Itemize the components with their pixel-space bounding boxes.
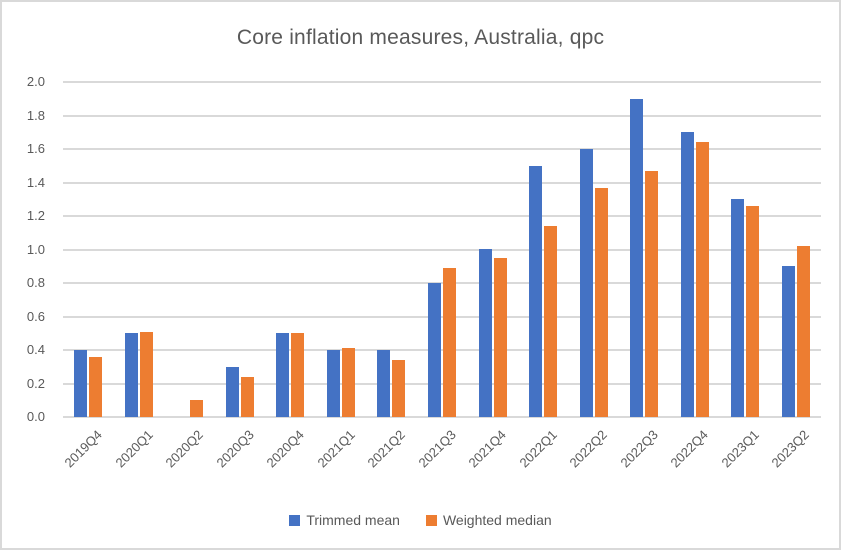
bar-trimmed-mean-2023q1 xyxy=(731,199,745,417)
bar-weighted-median-2020q3 xyxy=(240,377,254,417)
x-axis-tick-label: 2021Q1 xyxy=(314,427,358,471)
legend: Trimmed mean Weighted median xyxy=(2,512,839,528)
bar-weighted-median-2022q2 xyxy=(594,188,608,417)
bar-trimmed-mean-2020q3 xyxy=(225,367,239,417)
bar-group-2023q2 xyxy=(770,82,821,417)
gridline-1.4 xyxy=(63,181,821,184)
y-axis-tick-label: 1.0 xyxy=(26,241,45,257)
legend-label: Weighted median xyxy=(442,512,552,528)
bar-group-2021q3 xyxy=(417,82,468,417)
y-axis-tick-label: 1.2 xyxy=(26,208,45,223)
bar-weighted-median-2021q1 xyxy=(341,348,355,417)
gridline-1.8 xyxy=(63,114,821,117)
bar-group-2023q1 xyxy=(720,82,771,417)
bar-group-2021q1 xyxy=(316,82,367,417)
y-axis-tick-label: 1.6 xyxy=(26,141,45,156)
plot-area: 0.0 0.2 0.4 0.6 0.8 1.0 1.2 1.4 1.6 1.8 2.0 2019Q4 2… xyxy=(27,74,821,470)
bar-weighted-median-2023q2 xyxy=(796,246,810,417)
bar-trimmed-mean-2022q3 xyxy=(630,99,644,417)
gridline-2.0 xyxy=(63,81,821,83)
bar-group-2021q2 xyxy=(366,82,417,417)
gridline-0.2 xyxy=(63,382,821,385)
gridline-1.6 xyxy=(63,148,821,150)
chart-title: Core inflation measures, Australia, qpc xyxy=(236,26,605,49)
y-axis-tick-label: 1.4 xyxy=(26,174,45,190)
bar-group-2020q2 xyxy=(164,82,215,417)
x-axis-tick-label: 2022Q3 xyxy=(617,427,661,471)
bar-weighted-median-2021q3 xyxy=(442,268,456,417)
bar-weighted-median-2021q4 xyxy=(493,258,507,417)
gridline-0.4 xyxy=(63,349,821,351)
y-axis-tick-label: 0.0 xyxy=(26,409,45,424)
x-axis-tick-label: 2019Q4 xyxy=(61,427,105,471)
bar-weighted-median-2022q1 xyxy=(544,226,558,417)
gridline-0.0 xyxy=(63,416,821,418)
bar-weighted-median-2019q4 xyxy=(89,357,103,417)
bar-group-2020q1 xyxy=(114,82,165,417)
bar-weighted-median-2020q4 xyxy=(291,333,305,417)
bar-trimmed-mean-2021q1 xyxy=(326,350,340,417)
bar-weighted-median-2020q1 xyxy=(139,332,153,417)
bar-weighted-median-2020q2 xyxy=(190,400,204,417)
bar-trimmed-mean-2022q1 xyxy=(529,166,543,417)
bar-trimmed-mean-2020q4 xyxy=(276,333,290,417)
bar-trimmed-mean-2022q4 xyxy=(680,132,694,417)
legend-item-weighted-median: Weighted median xyxy=(425,512,552,528)
bar-weighted-median-2022q4 xyxy=(695,142,709,417)
x-axis-tick-label: 2021Q2 xyxy=(364,427,409,471)
bar-group-2022q3 xyxy=(619,82,670,417)
bar-weighted-median-2023q1 xyxy=(746,206,760,417)
legend-label: Trimmed mean xyxy=(306,512,400,528)
x-axis-tick-label: 2023Q1 xyxy=(718,427,762,471)
x-axis-tick-label: 2020Q1 xyxy=(112,427,156,471)
x-axis-tick-label: 2022Q2 xyxy=(566,427,611,471)
bar-trimmed-mean-2022q2 xyxy=(579,149,593,417)
bar-trimmed-mean-2023q2 xyxy=(781,266,795,417)
gridline-1.0 xyxy=(63,248,821,251)
bar-group-2022q2 xyxy=(568,82,619,417)
y-axis-tick-label: 0.6 xyxy=(26,308,45,324)
legend-swatch-icon xyxy=(425,514,437,526)
bar-weighted-median-2021q2 xyxy=(392,360,406,417)
y-axis-tick-label: 1.8 xyxy=(26,107,45,123)
y-axis-tick-label: 0.2 xyxy=(26,375,45,391)
x-axis-tick-label: 2022Q4 xyxy=(667,427,712,471)
bar-trimmed-mean-2020q1 xyxy=(124,333,138,417)
bar-group-2022q1 xyxy=(518,82,569,417)
bar-group-2020q4 xyxy=(265,82,316,417)
legend-swatch-icon xyxy=(289,514,301,526)
x-axis-tick-label: 2021Q4 xyxy=(465,427,510,471)
gridline-0.8 xyxy=(63,282,821,284)
gridline-1.2 xyxy=(63,215,821,217)
bar-trimmed-mean-2019q4 xyxy=(74,350,88,417)
bar-group-2022q4 xyxy=(669,82,720,417)
x-axis-tick-label: 2020Q2 xyxy=(162,427,206,471)
bar-weighted-median-2022q3 xyxy=(645,171,659,417)
x-axis-tick-label: 2020Q4 xyxy=(263,427,307,471)
bar-trimmed-mean-2021q4 xyxy=(478,249,492,417)
x-axis-tick-label: 2020Q3 xyxy=(213,427,257,471)
legend-item-trimmed-mean: Trimmed mean xyxy=(289,512,400,528)
x-axis-tick-label: 2023Q2 xyxy=(769,427,813,471)
bar-group-2021q4 xyxy=(467,82,518,417)
bar-group-2019q4 xyxy=(63,82,114,417)
y-axis-tick-label: 2.0 xyxy=(26,74,45,89)
bar-group-2020q3 xyxy=(215,82,266,417)
bar-trimmed-mean-2021q2 xyxy=(377,350,391,417)
gridline-0.6 xyxy=(63,315,821,318)
y-axis-tick-label: 0.8 xyxy=(26,275,45,290)
y-axis-tick-label: 0.4 xyxy=(26,342,45,357)
x-axis-tick-label: 2021Q3 xyxy=(415,427,459,471)
bar-trimmed-mean-2021q3 xyxy=(427,283,441,417)
x-axis-tick-label: 2022Q1 xyxy=(516,427,560,471)
